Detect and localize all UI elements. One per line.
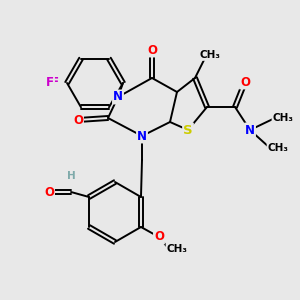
Text: CH₃: CH₃ (268, 143, 289, 153)
Text: CH₃: CH₃ (200, 50, 220, 60)
Text: H: H (67, 171, 75, 181)
Text: S: S (183, 124, 193, 136)
Text: CH₃: CH₃ (167, 244, 188, 254)
Text: F: F (51, 76, 59, 89)
Text: O: O (154, 230, 164, 244)
Text: O: O (240, 76, 250, 88)
Text: CH₃: CH₃ (272, 113, 293, 123)
Text: N: N (113, 91, 123, 103)
Text: O: O (73, 113, 83, 127)
Text: O: O (147, 44, 157, 56)
Text: F: F (46, 76, 54, 89)
Text: N: N (245, 124, 255, 136)
Text: O: O (44, 185, 54, 199)
Text: N: N (137, 130, 147, 142)
